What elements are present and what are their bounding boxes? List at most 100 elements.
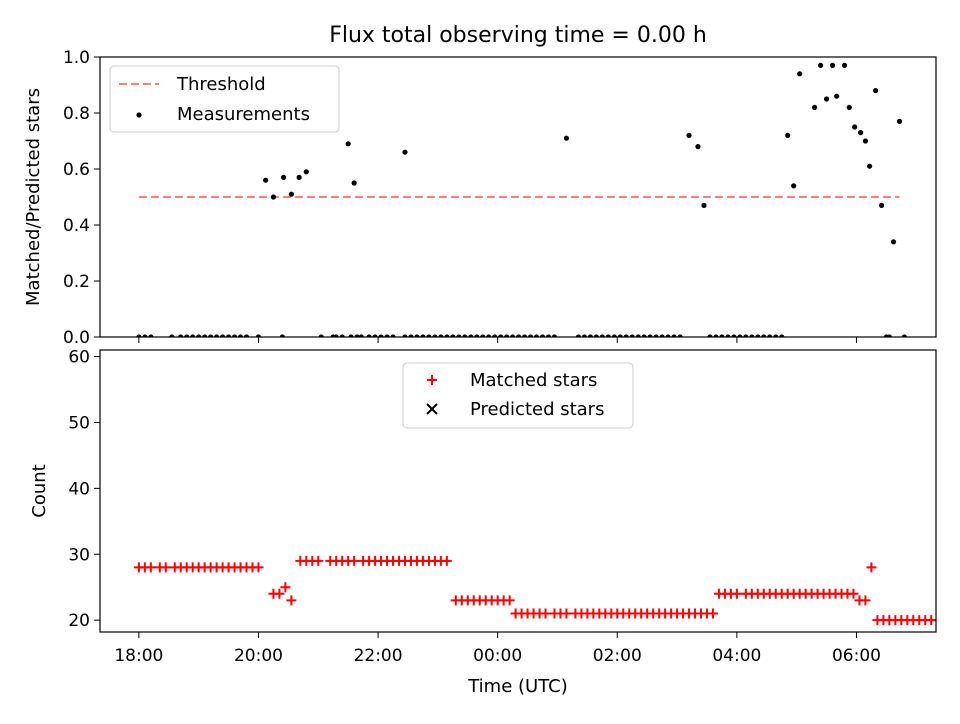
plot-area [133,555,948,626]
measurement-point [414,334,420,337]
matched-star-point [441,555,452,566]
measurement-point [358,334,364,337]
measurement-point [333,334,339,337]
measurement-point [190,334,196,337]
measurement-point [635,334,641,337]
matched-star-point [707,608,718,619]
measurement-point [225,334,232,337]
measurement-point [184,334,190,337]
measurement-point [545,334,552,337]
legend-box [109,65,340,133]
measurement-point [647,334,653,337]
measurement-point [521,334,528,337]
measurement-point [432,334,438,337]
measurement-point [533,334,540,337]
measurement-point [420,334,426,337]
measurement-point [713,334,719,337]
x-tick-label: 22:00 [354,646,403,666]
matched-star-point [504,595,515,606]
measurement-point [142,334,148,337]
y-tick-label: 0.0 [63,328,90,348]
measurement-point [255,334,262,337]
y-tick-label: 60 [68,348,90,368]
measurement-point [623,334,629,337]
measurement-point [243,334,250,337]
measurement-point [761,334,767,337]
measurement-point [354,334,360,337]
measurement-point [755,334,761,337]
measurement-point [539,334,546,337]
measurement-point [231,334,238,337]
ratio-panel: 0.0 0.2 0.4 0.6 0.8 1.0 Matched/Predicted star… [23,48,937,348]
measurement-point [581,334,587,337]
legend-top: Threshold Measurements [109,65,340,133]
measurement-point [719,334,725,337]
axes-frame [99,349,937,633]
measurement-point [785,132,791,138]
legend-predicted-swatch [426,403,438,415]
measurement-point [492,334,498,337]
measurement-point [202,334,208,337]
measurement-point [456,334,462,337]
measurement-point [829,62,836,68]
measurement-point [372,334,378,337]
measurement-point [515,334,522,337]
measurement-point [504,334,510,337]
legend-predicted-label: Predicted stars [470,399,604,420]
measurement-point [862,138,869,144]
matched-star-point [938,615,948,625]
measurement-point [474,334,480,337]
measurement-point [444,334,450,337]
matched-star-point [731,588,742,599]
measurement-point [563,135,570,141]
measurement-point [136,334,142,337]
measurement-point [890,239,897,245]
measurement-point [873,88,879,94]
measurement-point [279,334,285,337]
x-tick-label: 00:00 [473,646,522,666]
x-tick-label: 18:00 [114,646,163,666]
measurement-point [605,334,611,337]
matched-star-point [313,555,324,566]
measurement-point [390,334,396,337]
measurement-point [270,194,277,200]
measurement-point [677,334,683,337]
measurement-point [611,334,617,337]
matched-star-point [848,588,859,599]
measurement-point [701,202,707,208]
y-tick-label: 50 [68,413,90,433]
measurement-point [438,334,444,337]
measurement-point [587,334,593,337]
measurement-point [468,334,474,337]
measurement-point [767,334,773,337]
y-tick-label: 30 [68,545,90,565]
measurement-point [462,334,468,337]
measurement-point [599,334,605,337]
measurement-point [749,334,755,337]
matched-star-point [860,595,871,606]
legend-box [402,362,634,429]
measurement-point [196,334,202,337]
measurement-point [348,334,354,337]
legend-bottom: Matched stars Predicted stars [402,362,634,429]
measurement-point [671,334,677,337]
measurement-point [817,62,824,68]
measurement-point [351,180,357,186]
measurement-point [510,334,516,337]
measurement-point [665,334,671,337]
axes-frame [99,56,937,338]
measurement-point [169,334,175,337]
measurement-point [617,334,623,337]
measurement-point [237,334,244,337]
matched-star-point [280,582,291,593]
measurement-point [743,334,749,337]
measurement-point [345,141,351,147]
x-axis-label: Time (UTC) [467,676,568,697]
measurement-point [707,334,713,337]
measurement-point [263,177,269,183]
measurement-point [886,334,892,337]
measurement-point [219,334,226,337]
matched-star-point [253,562,264,573]
measurement-point [841,62,848,68]
